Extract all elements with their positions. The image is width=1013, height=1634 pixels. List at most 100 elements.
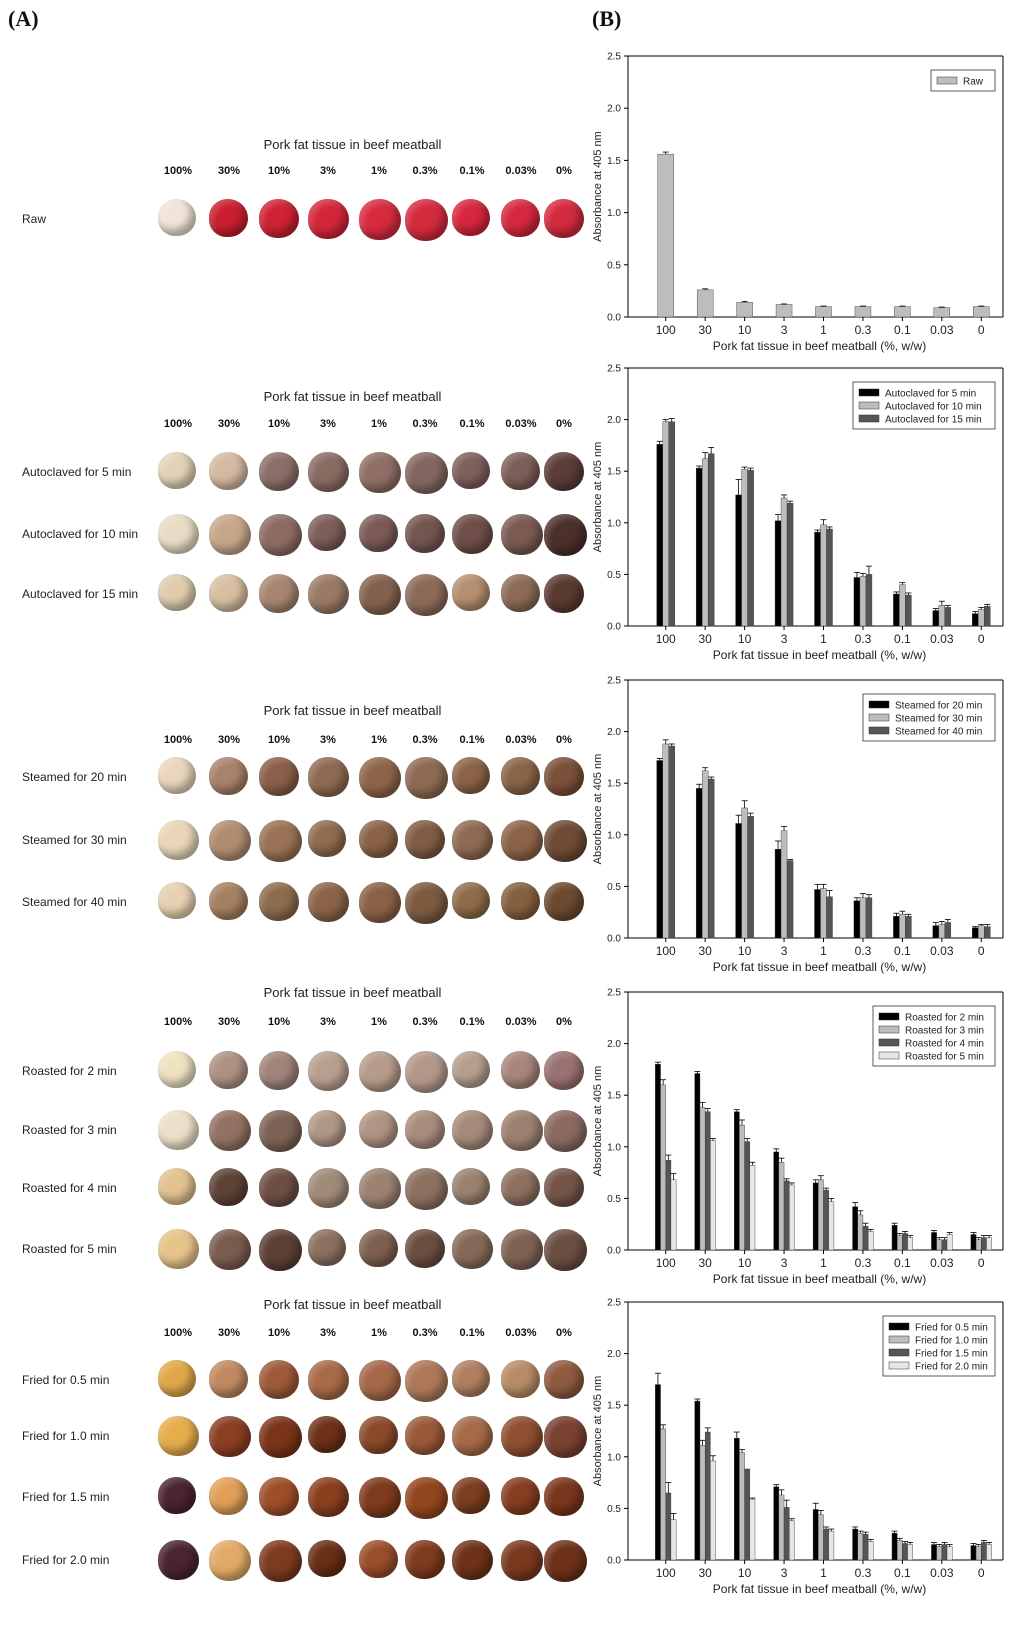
bar [699, 1445, 706, 1561]
y-tick-label: 0.5 [607, 1504, 621, 1515]
percentage-label: 0.1% [459, 1327, 485, 1339]
meatball-sample [308, 1229, 346, 1266]
bar [852, 1528, 858, 1561]
bar [852, 1206, 858, 1251]
meatball-sample [501, 1540, 543, 1581]
bar [747, 816, 754, 939]
treatment-row-label: Raw [22, 212, 47, 226]
bar [865, 897, 873, 939]
meatball-sample [501, 1110, 543, 1151]
bar [747, 469, 754, 627]
meatball-sample [452, 1477, 490, 1514]
meatball-sample [259, 1168, 299, 1207]
bar [780, 497, 788, 627]
meatball-sample [209, 1110, 251, 1151]
meatball-sample [405, 452, 448, 494]
meatball-sample [405, 1168, 448, 1210]
x-tick-label: 0.3 [855, 1256, 872, 1270]
x-tick-label: 0.1 [894, 1566, 911, 1580]
legend-label: Autoclaved for 15 min [885, 415, 982, 426]
legend-swatch [868, 700, 890, 709]
meatball-sample [259, 452, 299, 491]
meatball-sample [359, 514, 398, 552]
x-tick-label: 0.03 [930, 944, 954, 958]
percentage-label: 30% [217, 418, 241, 430]
percentage-label: 3% [320, 734, 336, 746]
bar [660, 1084, 666, 1251]
x-tick-label: 30 [698, 323, 712, 337]
bar [859, 576, 867, 627]
bar [735, 823, 742, 939]
legend-label: Autoclaved for 5 min [885, 389, 976, 400]
meatball-sample [405, 514, 445, 553]
legend-label: Fried for 1.5 min [915, 1349, 988, 1360]
bar [931, 1232, 937, 1251]
bar [975, 1239, 982, 1251]
bar [820, 524, 827, 627]
bar [936, 1239, 943, 1251]
meatball-sample [544, 1416, 587, 1458]
bar [739, 1124, 745, 1251]
meatball-sample [501, 1416, 543, 1457]
bar [944, 922, 952, 939]
meatball-sample [308, 882, 349, 922]
y-tick-label: 1.5 [607, 467, 621, 478]
meatball-sample [308, 1540, 346, 1577]
legend-swatch [888, 1322, 910, 1331]
meatball-sample [501, 1229, 543, 1270]
x-tick-label: 0.3 [855, 323, 872, 337]
meatball-sample [359, 1168, 401, 1209]
y-tick-label: 0.5 [607, 882, 621, 893]
bar [902, 1233, 908, 1251]
meatball-sample [158, 1477, 196, 1514]
meatball-sample [158, 1416, 199, 1456]
y-tick-label: 1.0 [607, 1452, 621, 1463]
bar [670, 1519, 677, 1561]
meatball-sample [501, 1477, 540, 1515]
bar [828, 1530, 835, 1561]
bar [823, 1528, 829, 1561]
meatball-sample [405, 1360, 448, 1402]
meatball-sample [452, 757, 490, 794]
meatball-sample [308, 452, 349, 492]
bar [665, 1492, 672, 1561]
legend-label: Roasted for 2 min [905, 1013, 984, 1024]
bar [739, 1452, 745, 1561]
meatball-sample [452, 1360, 490, 1397]
bar [744, 1141, 751, 1251]
meatball-sample [452, 514, 493, 554]
y-tick-label: 0.0 [607, 1556, 621, 1567]
meatball-sample [209, 199, 248, 237]
x-tick-label: 100 [656, 944, 676, 958]
x-tick-label: 1 [820, 1256, 827, 1270]
bar [812, 1509, 819, 1561]
x-axis-label: Pork fat tissue in beef meatball (%, w/w… [713, 1272, 926, 1286]
meatball-sample [359, 452, 401, 493]
legend-label: Fried for 1.0 min [915, 1336, 988, 1347]
bar [707, 778, 715, 939]
legend-label: Steamed for 20 min [895, 701, 982, 712]
meatball-sample [501, 757, 540, 795]
legend-swatch [868, 726, 890, 735]
bar [656, 444, 663, 627]
legend-swatch [858, 401, 880, 410]
bar [734, 1438, 740, 1561]
percentage-label: 0.1% [459, 165, 485, 177]
y-tick-label: 0.0 [607, 622, 621, 633]
x-tick-label: 100 [656, 1256, 676, 1270]
meatball-sample [209, 1540, 251, 1581]
bar [867, 1541, 874, 1561]
meatball-sample [452, 1540, 493, 1580]
bar [736, 302, 753, 318]
meatball-sample [452, 452, 490, 489]
x-tick-label: 0 [978, 944, 985, 958]
meatball-sample [544, 882, 584, 921]
meatball-sample [501, 882, 540, 920]
percentage-label: 100% [163, 1016, 193, 1028]
bar [774, 849, 782, 939]
x-tick-label: 30 [698, 944, 712, 958]
percentage-label: 0.1% [459, 418, 485, 430]
meatball-sample [501, 574, 540, 612]
bar [932, 925, 940, 939]
meatball-sample [259, 1416, 302, 1458]
